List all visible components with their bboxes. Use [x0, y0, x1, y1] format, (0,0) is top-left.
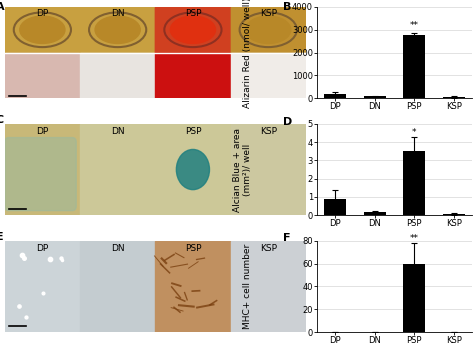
Text: **: ** [410, 234, 419, 243]
Bar [230, 53, 306, 98]
Bar [230, 124, 306, 215]
Bar [155, 241, 230, 332]
FancyBboxPatch shape [5, 138, 76, 211]
Text: PSP: PSP [185, 244, 201, 253]
Bar [230, 7, 306, 53]
Text: KSP: KSP [260, 244, 277, 253]
Y-axis label: MHC+ cell number: MHC+ cell number [243, 244, 252, 329]
Bar [155, 124, 230, 215]
Circle shape [246, 16, 291, 44]
Text: KSP: KSP [260, 127, 277, 136]
Circle shape [170, 16, 216, 44]
Bar [155, 53, 230, 98]
Text: DN: DN [111, 244, 125, 253]
Text: B: B [283, 2, 292, 12]
Circle shape [176, 149, 210, 190]
Circle shape [95, 16, 140, 44]
Bar [155, 7, 230, 53]
Circle shape [20, 16, 65, 44]
Bar [80, 124, 155, 215]
Bar [443, 97, 465, 98]
Y-axis label: Alizarin Red (nmol/ well): Alizarin Red (nmol/ well) [243, 0, 252, 108]
Bar [230, 241, 306, 332]
Bar [5, 241, 80, 332]
Text: F: F [283, 234, 291, 244]
Bar [403, 151, 425, 215]
Text: DP: DP [36, 127, 48, 136]
Bar [5, 7, 80, 53]
Text: PSP: PSP [185, 9, 201, 18]
Bar [324, 94, 346, 98]
Bar [5, 53, 80, 98]
Text: DN: DN [111, 127, 125, 136]
Text: DN: DN [111, 9, 125, 18]
Text: **: ** [410, 21, 419, 30]
Text: C: C [0, 115, 4, 125]
Bar [80, 53, 155, 98]
Text: DP: DP [36, 244, 48, 253]
Bar [364, 97, 385, 98]
Bar [324, 199, 346, 215]
Y-axis label: Alcian Blue + area
(mm²)/ well: Alcian Blue + area (mm²)/ well [233, 128, 252, 211]
Text: E: E [0, 232, 3, 242]
Bar [80, 241, 155, 332]
Bar [5, 124, 80, 215]
Bar [403, 264, 425, 332]
Text: PSP: PSP [185, 127, 201, 136]
Text: DP: DP [36, 9, 48, 18]
Bar [364, 212, 385, 215]
Bar [403, 36, 425, 98]
Text: KSP: KSP [260, 9, 277, 18]
Text: A: A [0, 2, 4, 12]
Text: *: * [412, 128, 417, 137]
Text: D: D [283, 117, 292, 127]
Bar [80, 7, 155, 53]
Bar [443, 214, 465, 215]
